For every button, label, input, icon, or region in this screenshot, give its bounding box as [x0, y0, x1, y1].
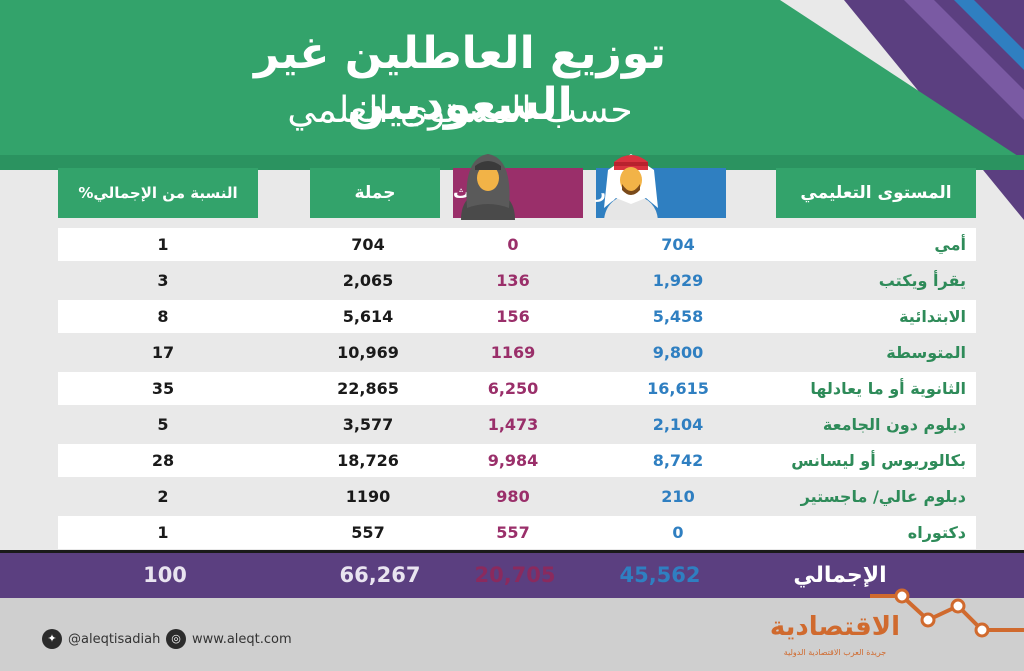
cell-percent: 5: [157, 415, 169, 434]
cell-level: يقرأ ويكتب: [878, 271, 966, 290]
website-link[interactable]: www.aleqt.com: [192, 632, 292, 647]
cell-level: بكالوريوس أو ليسانس: [791, 451, 966, 470]
totals-percent: 100: [143, 563, 187, 587]
cell-level: الابتدائية: [899, 307, 966, 326]
header-total: جملة: [310, 168, 440, 218]
cell-male: 0: [672, 523, 684, 542]
cell-total: 704: [351, 235, 385, 254]
cell-male: 210: [661, 487, 695, 506]
cell-total: 557: [351, 523, 385, 542]
table-row: أمي 704 0 704 1: [58, 228, 976, 261]
table-row: دكتوراه 0 557 557 1: [58, 516, 976, 549]
cell-female: 557: [496, 523, 530, 542]
logo-subtitle: جريدة العرب الاقتصادية الدولية: [783, 648, 887, 657]
logo: الاقتصادية: [769, 612, 901, 642]
table-row: الابتدائية 5,458 156 5,614 8: [58, 300, 976, 333]
chart-title: توزيع العاطلين غير السعوديين: [254, 28, 666, 130]
totals-row: الإجمالي 45,562 20,705 66,267 100: [0, 550, 1024, 598]
twitter-icon[interactable]: ✦: [42, 629, 62, 649]
chart-subtitle: حسب المستوى العلمي: [287, 90, 633, 131]
cell-level: دكتوراه: [907, 523, 966, 542]
totals-male: 45,562: [619, 563, 701, 587]
cell-percent: 28: [151, 451, 175, 470]
cell-level: أمي: [934, 235, 966, 254]
cell-percent: 8: [157, 307, 169, 326]
cell-female: 980: [496, 487, 530, 506]
table-row: بكالوريوس أو ليسانس 8,742 9,984 18,726 28: [58, 444, 976, 477]
cell-percent: 2: [157, 487, 169, 506]
cell-total: 3,577: [342, 415, 394, 434]
cell-female: 1169: [490, 343, 536, 362]
cell-level: دبلوم عالي/ ماجستير: [800, 487, 966, 506]
cell-female: 136: [496, 271, 530, 290]
cell-total: 18,726: [337, 451, 399, 470]
cell-female: 0: [507, 235, 519, 254]
twitter-handle[interactable]: @aleqtisadiah: [68, 632, 161, 647]
cell-female: 9,984: [487, 451, 539, 470]
web-icon[interactable]: ◎: [166, 629, 186, 649]
table-row: الثانوية أو ما يعادلها 16,615 6,250 22,865 3…: [58, 372, 976, 405]
cell-percent: 1: [157, 523, 169, 542]
cell-total: 2,065: [342, 271, 394, 290]
totals-total: 66,267: [339, 563, 421, 587]
cell-male: 16,615: [647, 379, 709, 398]
cell-total: 1190: [345, 487, 391, 506]
male-avatar-icon: [604, 154, 658, 220]
cell-male: 704: [661, 235, 695, 254]
cell-percent: 17: [151, 343, 175, 362]
cell-total: 22,865: [337, 379, 399, 398]
cell-male: 9,800: [652, 343, 704, 362]
cell-percent: 1: [157, 235, 169, 254]
cell-total: 10,969: [337, 343, 399, 362]
cell-percent: 3: [157, 271, 169, 290]
header-percent: النسبة من الإجمالي%: [58, 168, 258, 218]
header-band: [0, 0, 1024, 170]
cell-male: 1,929: [652, 271, 704, 290]
cell-level: المتوسطة: [886, 343, 966, 362]
cell-female: 156: [496, 307, 530, 326]
cell-total: 5,614: [342, 307, 394, 326]
cell-female: 1,473: [487, 415, 539, 434]
cell-level: دبلوم دون الجامعة: [822, 415, 966, 434]
trend-line-icon: [870, 588, 1024, 638]
table-row: دبلوم عالي/ ماجستير 210 980 1190 2: [58, 480, 976, 513]
cell-level: الثانوية أو ما يعادلها: [810, 379, 966, 398]
female-avatar-icon: [461, 154, 515, 220]
table-row: المتوسطة 9,800 1169 10,969 17: [58, 336, 976, 369]
cell-percent: 35: [151, 379, 175, 398]
cell-male: 2,104: [652, 415, 704, 434]
table-row: يقرأ ويكتب 1,929 136 2,065 3: [58, 264, 976, 297]
cell-male: 8,742: [652, 451, 704, 470]
cell-female: 6,250: [487, 379, 539, 398]
totals-female: 20,705: [474, 563, 556, 587]
table-row: دبلوم دون الجامعة 2,104 1,473 3,577 5: [58, 408, 976, 441]
totals-label: الإجمالي: [793, 563, 887, 588]
cell-male: 5,458: [652, 307, 704, 326]
header-level: المستوى التعليمي: [776, 168, 976, 218]
